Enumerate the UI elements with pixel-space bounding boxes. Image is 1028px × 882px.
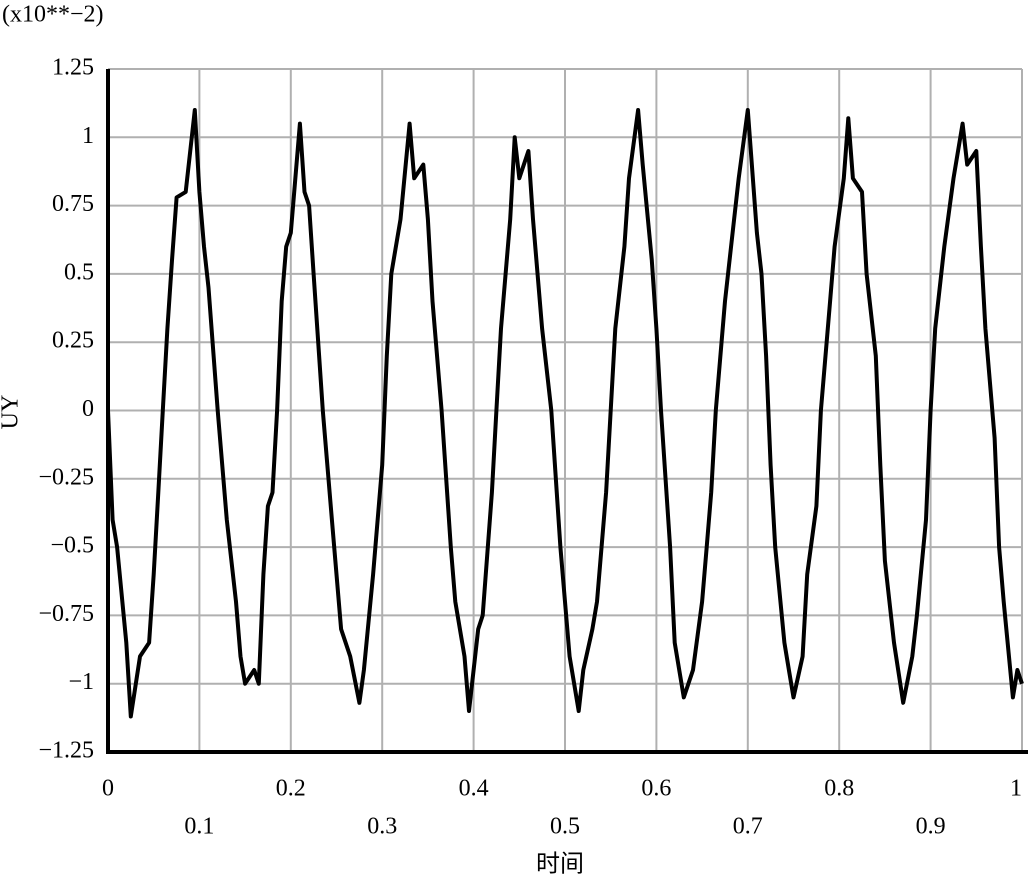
x-tick-label: 0.5 — [550, 814, 580, 840]
x-tick-label: 0.7 — [733, 814, 763, 840]
x-tick-label: 0.6 — [641, 776, 671, 802]
data-line — [106, 108, 1024, 719]
x-tick-label: 0.3 — [367, 814, 397, 840]
x-tick-label: 0.4 — [459, 776, 489, 802]
unit-note: (x10**−2) — [2, 2, 104, 28]
y-tick-label: −1 — [68, 669, 94, 695]
y-axis-label: UY — [0, 395, 24, 430]
x-tick-label: 1 — [1010, 776, 1022, 802]
y-tick-label: −0.25 — [38, 464, 94, 490]
y-tick-label: 0.25 — [52, 328, 94, 354]
x-tick-label: 0.8 — [824, 776, 854, 802]
y-tick-label: 1 — [82, 123, 94, 149]
x-axis-label: 时间 — [536, 851, 584, 878]
x-tick-label: 0 — [102, 776, 114, 802]
y-tick-label: 1.25 — [52, 55, 94, 81]
y-tick-label: −0.5 — [50, 533, 94, 559]
y-tick-label: 0 — [82, 396, 94, 422]
x-tick-label: 0.9 — [916, 814, 946, 840]
y-tick-label: −0.75 — [38, 601, 94, 627]
x-tick-label: 0.2 — [276, 776, 306, 802]
y-tick-label: 0.75 — [52, 191, 94, 217]
y-tick-label: −1.25 — [38, 738, 94, 764]
y-tick-label: 0.5 — [64, 259, 94, 285]
x-tick-label: 0.1 — [184, 814, 214, 840]
